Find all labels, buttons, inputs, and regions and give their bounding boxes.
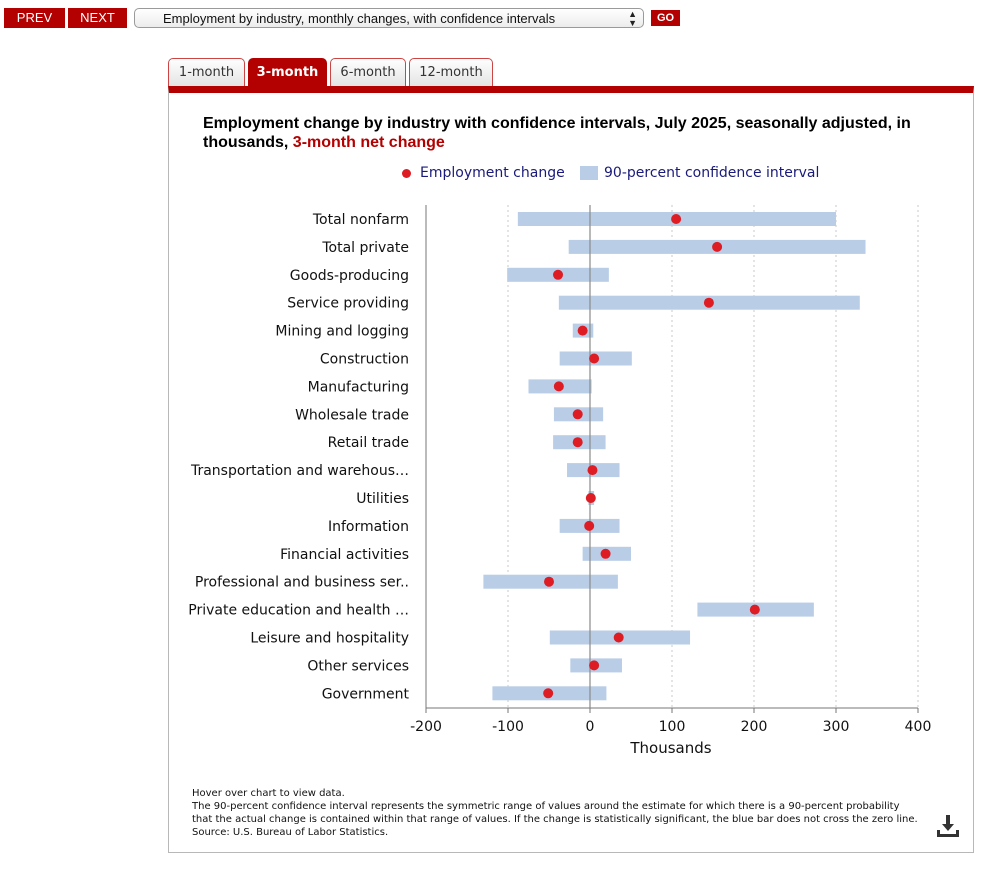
next-button[interactable]: NEXT: [68, 8, 127, 28]
category-label: Wholesale trade: [295, 407, 409, 423]
chart-title: Employment change by industry with confi…: [203, 114, 923, 152]
employment-change-point[interactable]: [543, 688, 554, 699]
tab-1-month[interactable]: 1-month: [168, 58, 245, 86]
employment-change-point[interactable]: [703, 297, 714, 308]
category-label: Government: [322, 686, 410, 702]
legend-point-label[interactable]: Employment change: [420, 165, 565, 181]
axes: [425, 205, 919, 713]
category-label: Leisure and hospitality: [250, 631, 409, 647]
footnote-ci-text-2: that the actual change is contained with…: [192, 814, 918, 825]
tab-6-month[interactable]: 6-month: [330, 58, 406, 86]
legend-interval-swatch: [580, 166, 598, 180]
employment-change-point[interactable]: [553, 381, 564, 392]
employment-change-point[interactable]: [572, 437, 583, 448]
category-label: Utilities: [356, 491, 409, 507]
employment-change-point[interactable]: [749, 604, 760, 615]
employment-change-point[interactable]: [589, 353, 600, 364]
employment-change-point[interactable]: [585, 493, 596, 503]
prev-button[interactable]: PREV: [4, 8, 65, 28]
employment-change-points: [543, 214, 760, 699]
category-label: Other services: [307, 658, 409, 674]
employment-change-point[interactable]: [577, 325, 588, 336]
x-axis-title: Thousands: [629, 739, 711, 757]
x-tick-label: 0: [586, 719, 595, 735]
x-tick-label: 300: [823, 719, 850, 735]
category-labels: Total nonfarm Total private Goods-producin…: [188, 212, 409, 702]
category-label: Information: [328, 519, 409, 535]
go-button[interactable]: GO: [651, 10, 680, 26]
download-icon[interactable]: [935, 813, 961, 839]
tab-3-month[interactable]: 3-month: [248, 58, 327, 86]
category-label: Manufacturing: [308, 379, 409, 395]
employment-change-point[interactable]: [584, 520, 595, 531]
employment-change-point[interactable]: [712, 241, 723, 252]
x-tick-label: 200: [741, 719, 768, 735]
chart-title-main: Employment change by industry with confi…: [203, 115, 911, 151]
chart-footnote: Hover over chart to view data. The 90-pe…: [192, 787, 918, 839]
confidence-intervals: [483, 212, 866, 701]
updown-arrows-icon: ▲ ▼: [628, 9, 637, 28]
tab-12-month[interactable]: 12-month: [409, 58, 493, 86]
footnote-hover-hint: Hover over chart to view data.: [192, 788, 345, 799]
employment-change-point[interactable]: [600, 548, 611, 559]
employment-change-point[interactable]: [613, 632, 624, 643]
category-label: Transportation and warehous…: [190, 463, 409, 479]
employment-change-point[interactable]: [544, 576, 554, 587]
employment-change-point[interactable]: [671, 214, 682, 224]
x-tick-label: 100: [659, 719, 686, 735]
category-label: Goods-producing: [290, 268, 409, 284]
x-tick-label: 400: [905, 719, 932, 735]
footnote-source: Source: U.S. Bureau of Labor Statistics.: [192, 827, 389, 838]
chart-select-dropdown[interactable]: Employment by industry, monthly changes,…: [134, 8, 644, 28]
chart-select-value: Employment by industry, monthly changes,…: [163, 11, 556, 26]
category-label: Financial activities: [280, 547, 409, 563]
category-label: Construction: [320, 352, 409, 368]
employment-change-point[interactable]: [572, 409, 583, 420]
employment-change-point[interactable]: [553, 269, 564, 280]
x-tick-labels: -200 -100 0 100 200 300 400: [410, 719, 931, 735]
category-label: Mining and logging: [275, 324, 409, 340]
employment-change-point[interactable]: [587, 465, 598, 476]
legend-point-marker: [402, 169, 411, 178]
footnote-ci-text-1: The 90-percent confidence interval repre…: [192, 801, 900, 812]
category-label: Private education and health …: [188, 603, 409, 619]
legend-interval-label[interactable]: 90-percent confidence interval: [604, 165, 820, 181]
employment-change-point[interactable]: [589, 660, 600, 671]
category-label: Professional and business ser..: [195, 575, 409, 591]
chart-panel: [168, 86, 974, 853]
category-label: Total private: [321, 240, 409, 256]
category-label: Service providing: [287, 296, 409, 312]
x-tick-label: -200: [410, 719, 442, 735]
x-tick-label: -100: [492, 719, 524, 735]
chart-title-sub: 3-month net change: [292, 134, 445, 151]
category-label: Retail trade: [328, 435, 409, 451]
category-label: Total nonfarm: [312, 212, 409, 228]
